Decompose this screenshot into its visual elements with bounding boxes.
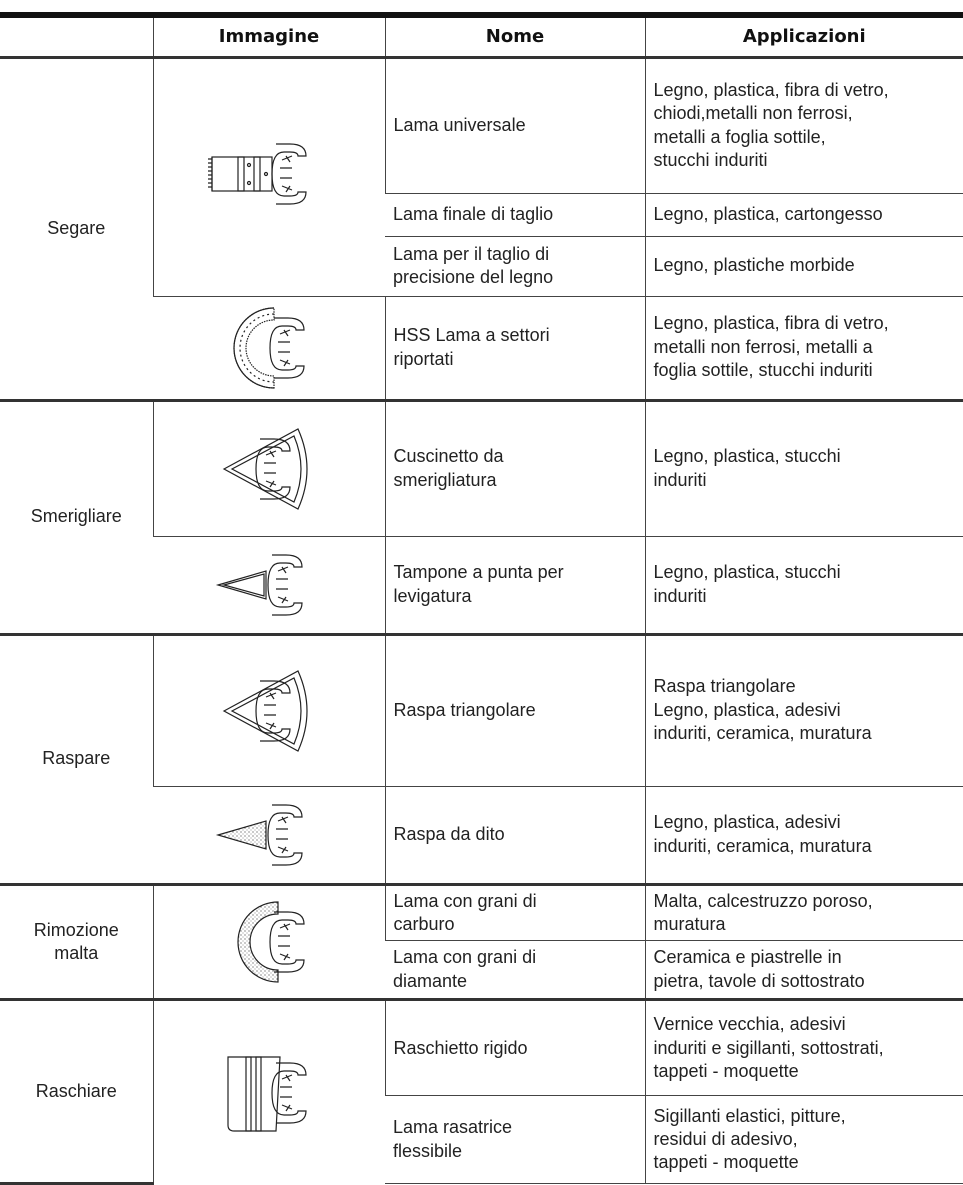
- applications-cell: Legno, plastiche morbide: [644, 235, 963, 296]
- tool-image: [233, 306, 305, 389]
- name-cell: Lama con grani di carburo: [384, 882, 645, 941]
- name-cell: Cuscinetto da smerigliatura: [384, 398, 645, 536]
- name-cell: Raschietto rigido: [384, 998, 645, 1096]
- name-cell: Raspa da dito: [384, 785, 645, 884]
- name-cell: Lama universale: [384, 55, 645, 193]
- header-cell: Applicazioni: [644, 12, 963, 58]
- category-cell: Segare: [0, 55, 153, 402]
- accessories-table: Immagine Nome Applicazioni Segare Lama un…: [0, 12, 963, 1185]
- tool-image: [227, 1055, 307, 1132]
- table-row: Raschiare Raschietto rigido Vernice vecchi…: [0, 998, 963, 1185]
- tool-image: [215, 803, 303, 866]
- applications-cell: Legno, plastica, stucchi induriti: [644, 398, 963, 536]
- tool-image: [215, 553, 303, 616]
- name-cell: Raspa triangolare: [384, 632, 645, 786]
- table-wrap: Immagine Nome Applicazioni Segare Lama un…: [0, 12, 963, 1185]
- image-cell: [153, 295, 385, 400]
- image-cell: [152, 398, 385, 536]
- tool-image: [237, 901, 305, 983]
- name-cell: HSS Lama a settori riportati: [384, 295, 645, 400]
- table-row: Lama per il taglio di precisione del leg…: [0, 235, 963, 296]
- applications-cell: Raspa triangolare Legno, plastica, adesi…: [644, 632, 963, 786]
- applications-cell: Legno, plastica, fibra di vetro, metalli…: [644, 295, 963, 400]
- image-cell: [152, 55, 385, 296]
- applications-cell: Legno, plastica, cartongesso: [644, 192, 963, 236]
- applications-cell: Legno, plastica, stucchi induriti: [644, 535, 963, 634]
- applications-cell: Ceramica e piastrelle in pietra, tavole …: [644, 940, 963, 1000]
- table-row: Tampone a punta per levigatura Legno, pla…: [0, 535, 963, 634]
- table-row: Lama finale di taglio Legno, plastica, ca…: [0, 192, 963, 236]
- tool-image: [222, 669, 308, 752]
- header-cell: Nome: [384, 12, 645, 58]
- tool-image: [208, 143, 307, 205]
- table-row: HSS Lama a settori riportati Legno, plast…: [0, 295, 963, 400]
- image-cell: [153, 535, 385, 634]
- table-row: Rimozione malta Lama con grani di carburo…: [0, 882, 963, 1002]
- image-cell: [152, 632, 385, 786]
- category-cell: Raschiare: [0, 998, 153, 1185]
- category-cell: Rimozione malta: [0, 882, 153, 1002]
- name-cell: Lama con grani di diamante: [385, 940, 645, 1000]
- image-cell: [152, 998, 385, 1184]
- name-cell: Lama rasatrice flessibile: [385, 1095, 645, 1185]
- table-body: Segare Lama universale Legno, plastica, fi…: [0, 55, 963, 1185]
- name-cell: Tampone a punta per levigatura: [384, 535, 645, 634]
- tool-image: [222, 427, 308, 510]
- image-cell: [153, 785, 385, 884]
- applications-cell: Legno, plastica, fibra di vetro, chiodi,…: [644, 55, 963, 193]
- table-row: Segare Lama universale Legno, plastica, fi…: [0, 55, 963, 402]
- applications-cell: Vernice vecchia, adesivi induriti e sigi…: [644, 998, 963, 1096]
- applications-cell: Legno, plastica, adesivi induriti, ceram…: [644, 785, 963, 884]
- image-cell: [152, 882, 385, 1000]
- applications-cell: Sigillanti elastici, pitture, residui di…: [644, 1095, 963, 1185]
- table-row: Smerigliare Cuscinetto da smerigliatura Le…: [0, 398, 963, 636]
- table-row: Raspa da dito Legno, plastica, adesivi in…: [0, 785, 963, 884]
- name-cell: Lama finale di taglio: [385, 192, 645, 236]
- category-cell: Raspare: [0, 632, 153, 886]
- applications-cell: Malta, calcestruzzo poroso, muratura: [644, 882, 963, 941]
- table-row: Raspare Raspa triangolare Raspa triangolar…: [0, 632, 963, 886]
- table-row: Lama con grani di diamante Ceramica e pia…: [0, 940, 963, 1000]
- header-cell: Immagine: [152, 12, 385, 58]
- header-cell: [0, 12, 153, 58]
- header-row: Immagine Nome Applicazioni: [0, 12, 963, 58]
- name-cell: Lama per il taglio di precisione del leg…: [385, 235, 645, 296]
- category-cell: Smerigliare: [0, 398, 153, 636]
